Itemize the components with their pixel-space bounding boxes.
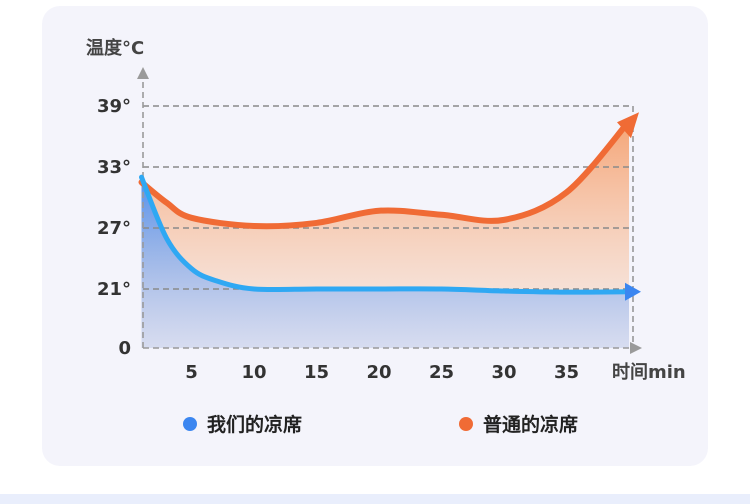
y-tick-label: 0	[118, 338, 131, 359]
series-arrow-ours	[625, 282, 641, 301]
x-tick-label: 5	[185, 362, 198, 383]
legend-dot-ours	[183, 416, 197, 431]
x-tick-label: 30	[491, 362, 516, 383]
legend-item-ours: 我们的凉席	[183, 410, 302, 437]
legend-item-regular: 普通的凉席	[459, 410, 578, 437]
y-axis-arrow	[137, 67, 149, 79]
x-axis-title: 时间min	[612, 362, 686, 383]
x-tick-label: 35	[554, 362, 579, 383]
y-tick-label: 21°	[97, 279, 131, 300]
ours-area	[141, 177, 629, 348]
y-tick-label: 33°	[97, 157, 131, 178]
y-tick-label: 39°	[97, 96, 131, 117]
bottom-bar	[0, 494, 750, 504]
x-tick-label: 20	[366, 362, 391, 383]
series-line-ours	[139, 174, 632, 295]
series-arrow-regular	[617, 112, 639, 139]
series-line-regular	[138, 118, 632, 230]
x-tick-label: 15	[304, 362, 329, 383]
x-tick-label: 25	[429, 362, 454, 383]
legend-label-ours: 我们的凉席	[207, 414, 303, 436]
legend-dot-regular	[459, 416, 473, 431]
y-axis-title: 温度°C	[86, 37, 144, 59]
x-tick-label: 10	[241, 362, 266, 383]
y-tick-label: 27°	[97, 218, 131, 239]
legend-label-regular: 普通的凉席	[483, 414, 579, 436]
x-axis-arrow	[630, 342, 642, 354]
